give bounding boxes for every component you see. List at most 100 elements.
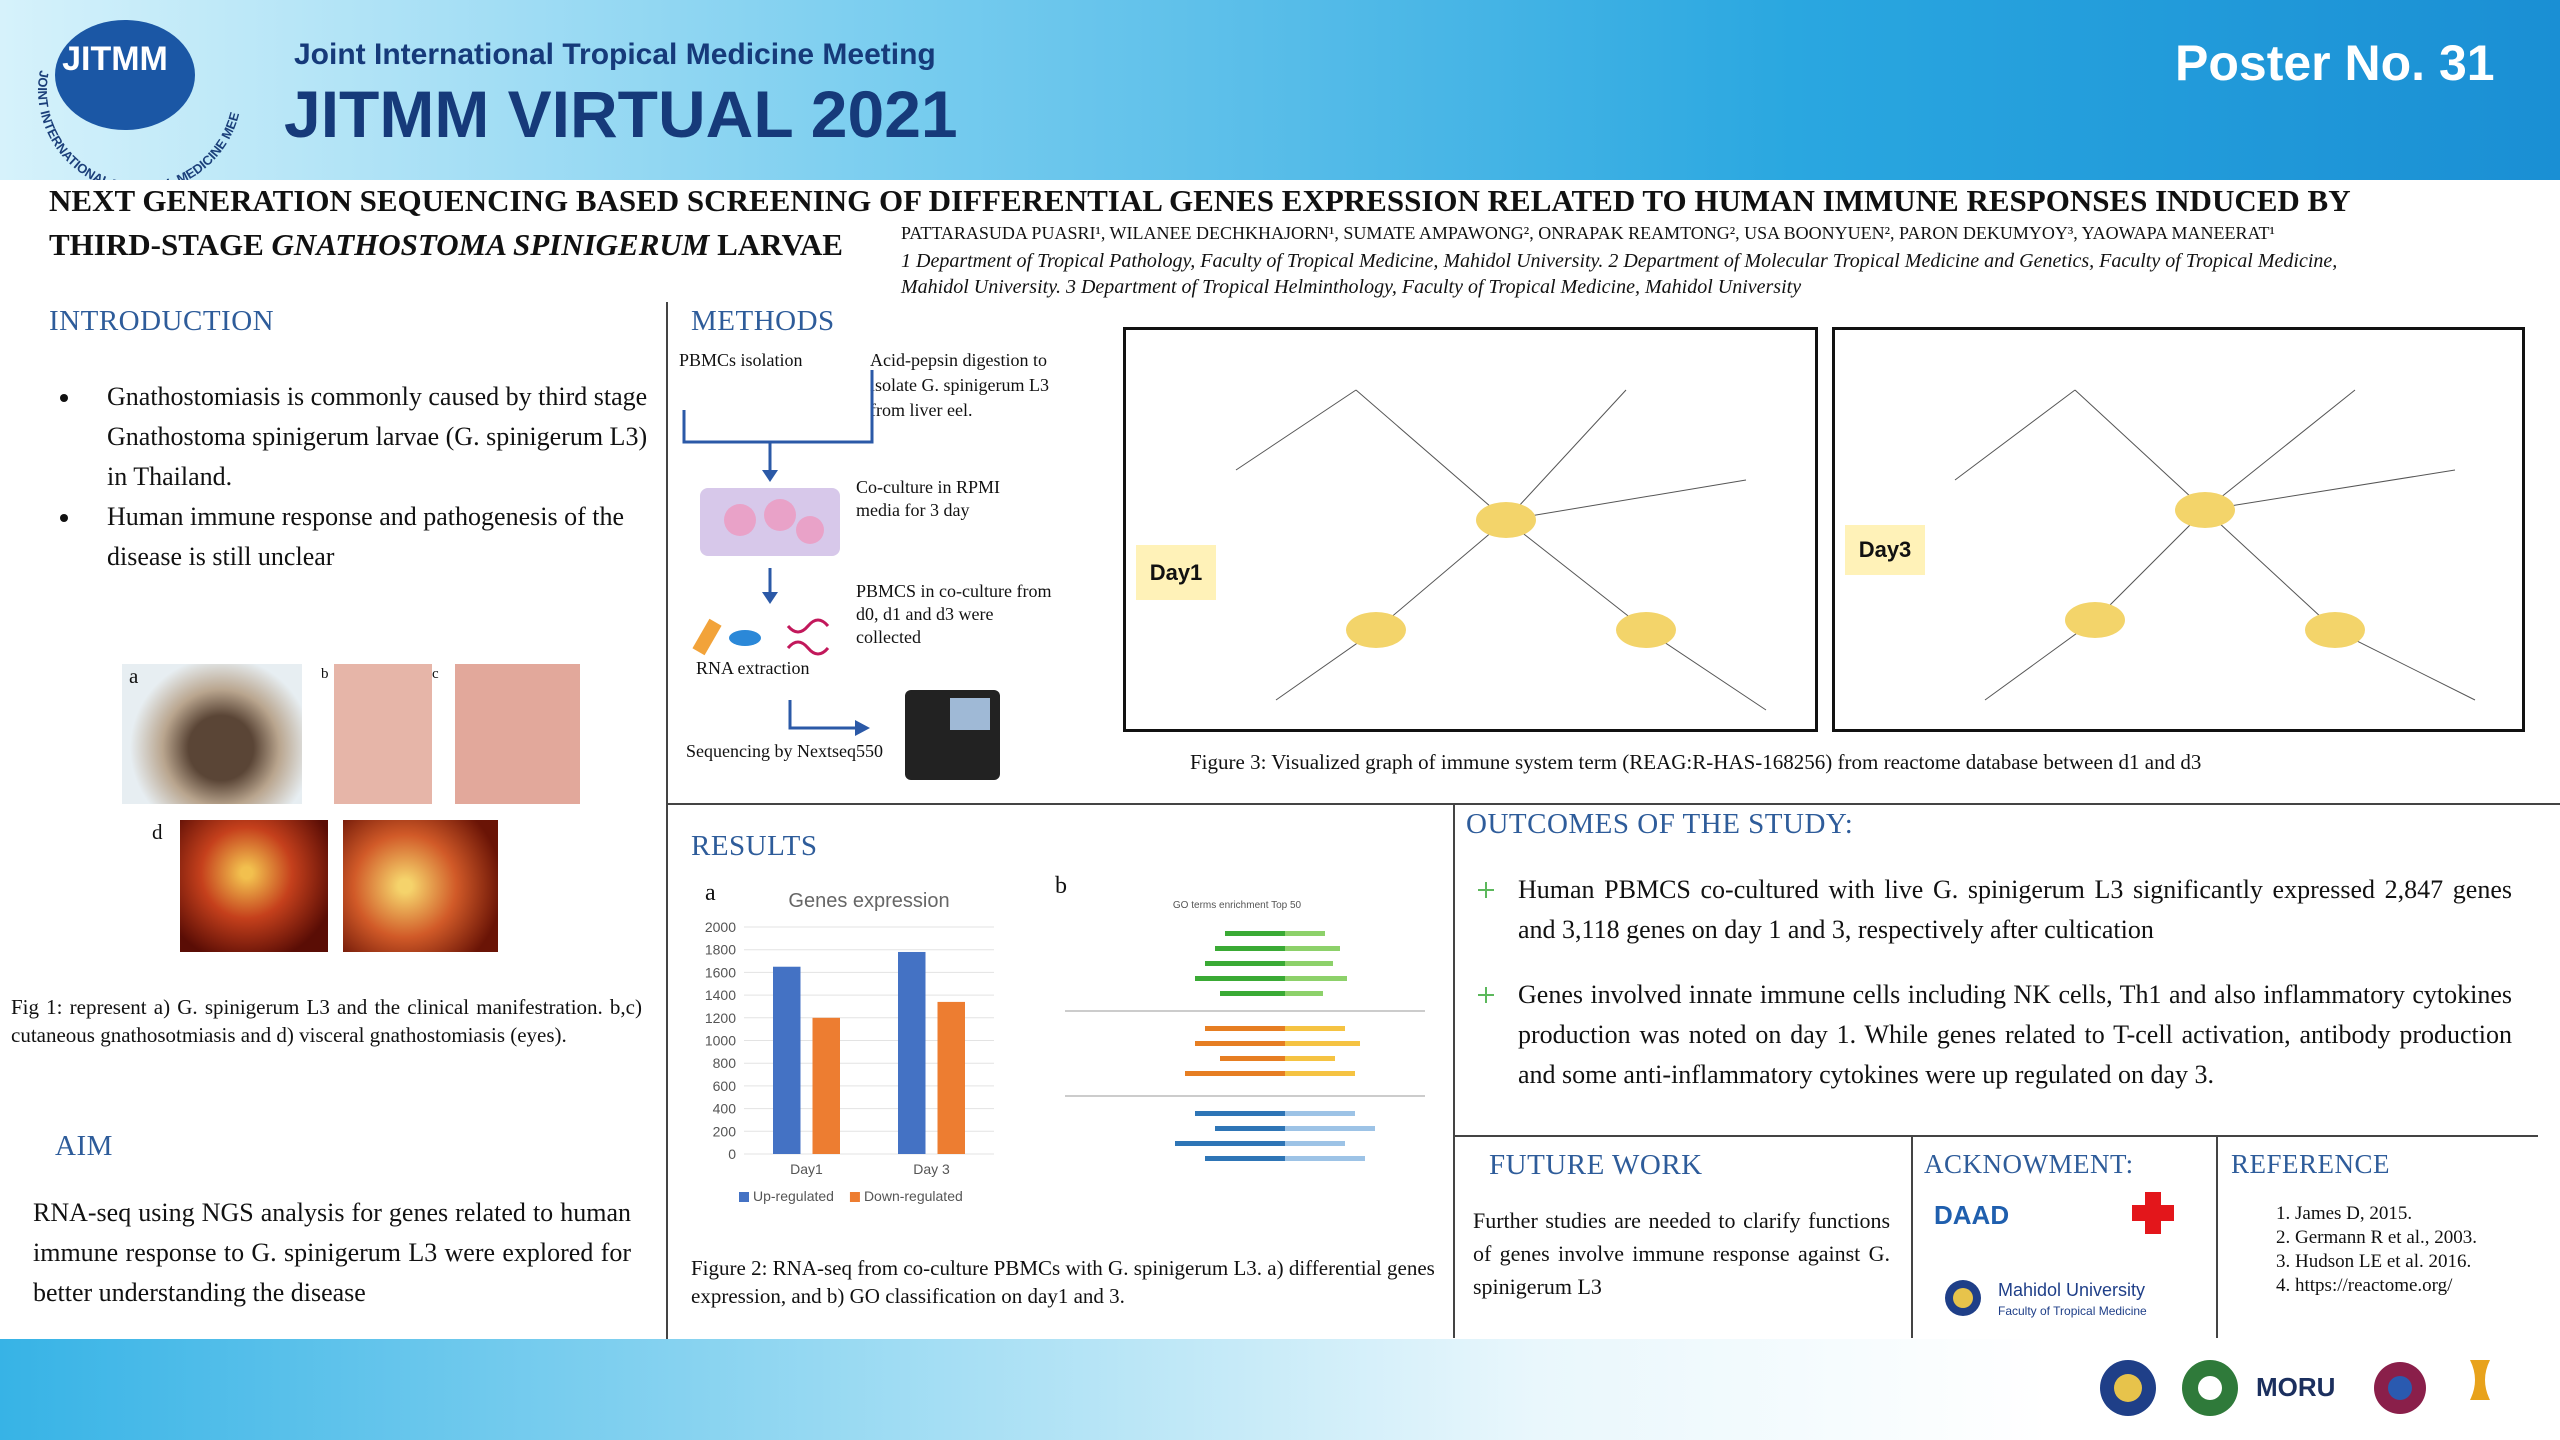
bar (898, 951, 926, 1154)
logo: JITMM JOINT INTERNATIONAL TROPICAL MEDIC… (0, 0, 242, 180)
event-name: JITMM VIRTUAL 2021 (284, 77, 958, 151)
photo-skin (455, 664, 580, 804)
y-tick-label: 0 (728, 1146, 736, 1162)
bar (812, 1017, 840, 1154)
intro-list: Gnathostomiasis is commonly caused by th… (55, 377, 652, 577)
logo-daad: DAAD (1934, 1200, 2010, 1230)
affiliations: 1 Department of Tropical Pathology, Facu… (901, 250, 2338, 298)
future-text: Further studies are needed to clarify fu… (1473, 1208, 1890, 1299)
authors: PATTARASUDA PUASRI¹, WILANEE DECHKHAJORN… (901, 223, 2275, 243)
mahidol-seal (1945, 1280, 1981, 1316)
panel-label: b (1055, 873, 1067, 899)
legend-swatch (849, 1192, 860, 1202)
divider (666, 803, 2560, 805)
title-line1: NEXT GENERATION SEQUENCING BASED SCREENI… (49, 183, 2351, 218)
title-line2: THIRD-STAGE GNATHOSTOMA SPINIGERUM LARVA… (49, 227, 843, 263)
section-heading: ACKNOWMENT: (1924, 1149, 2134, 1179)
y-tick-label: 2000 (705, 919, 736, 935)
day-label: Day1 (1136, 545, 1216, 600)
method-step: Sequencing by Nextseq550 (686, 741, 883, 761)
section-heading: AIM (55, 1130, 113, 1162)
photo-eye (180, 820, 328, 952)
go-chart: GO terms enrichment Top 50 (1045, 900, 1429, 1200)
panel-label: d (152, 820, 163, 844)
figure-caption: Figure 2: RNA-seq from co-culture PBMCs … (691, 1256, 1435, 1308)
section-heading: FUTURE WORK (1489, 1149, 1703, 1181)
panel-label: a (705, 880, 716, 906)
outcome-item: Human PBMCS co-cultured with live G. spi… (1478, 870, 2512, 950)
network-lines (1954, 389, 2476, 701)
bar (937, 1001, 965, 1154)
genes-chart: Genes expression 0 200 400 600 800 1000 1200 140… (705, 890, 994, 1204)
y-tick-label: 200 (713, 1123, 737, 1139)
y-tick-label: 1400 (705, 987, 736, 1003)
go-bars (1065, 931, 1425, 1161)
reference-item: Germann R et al., 2003. (2295, 1226, 2560, 1250)
y-tick-label: 800 (713, 1055, 737, 1071)
aim-text: RNA-seq using NGS analysis for genes rel… (33, 1198, 631, 1307)
method-step: PBMCS in co-culture from d0, d1 and d3 w… (856, 581, 1052, 647)
figure-caption: Fig 1: represent a) G. spinigerum L3 and… (11, 995, 642, 1047)
reference-item: https://reactome.org/ (2295, 1274, 2560, 1298)
title-italic: GNATHOSTOMA SPINIGERUM (271, 227, 710, 262)
logo-faculty: Faculty of Tropical Medicine (1998, 1304, 2147, 1318)
panel-label: a (129, 664, 139, 688)
panel-label: c (432, 666, 439, 682)
figure-caption: Figure 3: Visualized graph of immune sys… (1190, 750, 2202, 774)
y-tick-label: 1800 (705, 942, 736, 958)
footer-logos (2100, 1360, 2490, 1416)
method-step: Acid-pepsin digestion to isolate G. spin… (870, 350, 1049, 420)
section-heading: OUTCOMES OF THE STUDY: (1466, 808, 1854, 840)
poster-number: Poster No. 31 (2175, 35, 2495, 91)
network-graph: Day1 (1123, 327, 1818, 732)
bullet: Human immune response and pathogenesis o… (82, 497, 652, 577)
outcome-item: Genes involved innate immune cells inclu… (1478, 975, 2512, 1095)
section-heading: METHODS (691, 305, 835, 337)
photo-larva (122, 664, 302, 804)
reference-list: James D, 2015. Germann R et al., 2003. H… (2245, 1202, 2560, 1298)
go-chart-title: GO terms enrichment Top 50 (1172, 900, 1302, 911)
divider (1911, 1135, 1913, 1338)
x-tick-label: Day1 (790, 1161, 823, 1177)
logo-mahidol: Mahidol University (1998, 1280, 2146, 1300)
photo-eye (343, 820, 498, 952)
bar (773, 966, 801, 1154)
panel-label: b (321, 666, 329, 682)
y-tick-label: 600 (713, 1078, 737, 1094)
y-tick-label: 1200 (705, 1010, 736, 1026)
y-tick-label: 1600 (705, 964, 736, 980)
method-step: RNA extraction (696, 658, 810, 678)
reference-item: Hudson LE et al. 2016. (2295, 1250, 2560, 1274)
network-lines (1235, 389, 1767, 711)
network-graph: Day3 (1832, 327, 2525, 732)
logo-text: JITMM (62, 40, 168, 78)
legend-label: Down-regulated (864, 1188, 963, 1204)
bullet: Gnathostomiasis is commonly caused by th… (82, 377, 652, 497)
divider (1453, 1135, 2538, 1137)
photo-skin (334, 664, 432, 804)
reference-item: James D, 2015. (2295, 1202, 2560, 1226)
section-heading: INTRODUCTION (49, 305, 275, 337)
divider (1453, 803, 1455, 1338)
chart-title: Genes expression (788, 890, 949, 912)
title-text: LARVAE (709, 227, 843, 262)
divider (2216, 1135, 2218, 1338)
title-text: THIRD-STAGE (49, 227, 272, 262)
outcome-list: Human PBMCS co-cultured with live G. spi… (1478, 870, 2512, 1120)
section-heading: RESULTS (691, 830, 818, 862)
y-tick-label: 1000 (705, 1033, 736, 1049)
legend-swatch (739, 1192, 749, 1202)
logo-moru: MORU (2256, 1372, 2336, 1402)
red-cross (2132, 1192, 2174, 1234)
method-step: Co-culture in RPMI media for 3 day (856, 477, 1000, 520)
day-label: Day3 (1845, 525, 1925, 575)
method-step: PBMCs isolation (679, 350, 803, 370)
x-tick-label: Day 3 (913, 1161, 950, 1177)
section-heading: REFERENCE (2231, 1149, 2391, 1179)
meeting-name: Joint International Tropical Medicine Me… (294, 38, 936, 71)
y-tick-label: 400 (713, 1101, 737, 1117)
header-banner (0, 0, 2560, 180)
method-flow (682, 370, 1000, 780)
legend-label: Up-regulated (753, 1188, 834, 1204)
